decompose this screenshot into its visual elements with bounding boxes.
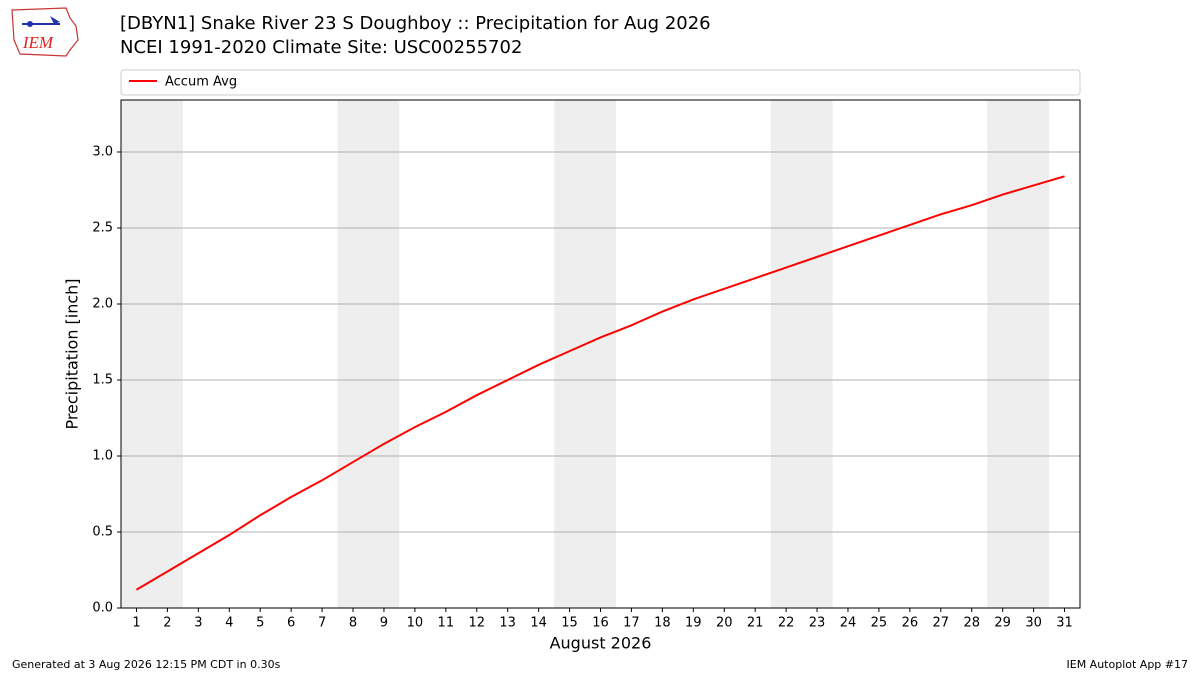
y-tick-label: 3.0 xyxy=(92,144,113,159)
x-tick-label: 9 xyxy=(380,616,388,631)
x-tick-label: 28 xyxy=(963,616,980,631)
logo: IEM xyxy=(11,7,79,57)
legend-box xyxy=(120,69,1081,96)
footer-right: IEM Autoplot App #17 xyxy=(1067,658,1189,671)
x-tick-label: 25 xyxy=(871,616,888,631)
x-tick-label: 15 xyxy=(561,616,578,631)
x-tick-label: 30 xyxy=(1025,616,1042,631)
x-tick-label: 18 xyxy=(654,616,671,631)
y-tick-label: 1.5 xyxy=(92,372,113,387)
x-tick-label: 11 xyxy=(438,616,455,631)
shaded-span xyxy=(337,100,400,608)
y-tick-label: 0.0 xyxy=(92,601,113,616)
x-tick-label: 13 xyxy=(499,616,516,631)
y-axis-label: Precipitation [inch] xyxy=(63,278,82,429)
x-tick-label: 24 xyxy=(840,616,857,631)
x-tick-label: 26 xyxy=(902,616,919,631)
x-tick-label: 10 xyxy=(407,616,424,631)
x-tick-label: 12 xyxy=(468,616,485,631)
logo-text: IEM xyxy=(22,33,54,52)
plot-frame xyxy=(120,99,1081,609)
shaded-span xyxy=(121,100,183,608)
x-tick-label: 8 xyxy=(349,616,357,631)
x-tick-label: 29 xyxy=(994,616,1011,631)
x-tick-label: 21 xyxy=(747,616,764,631)
x-tick-label: 22 xyxy=(778,616,795,631)
y-tick-label: 2.5 xyxy=(92,220,113,235)
chart-title: [DBYN1] Snake River 23 S Doughboy :: Pre… xyxy=(120,13,711,34)
x-tick-label: 31 xyxy=(1056,616,1073,631)
x-tick-label: 2 xyxy=(163,616,171,631)
x-tick-label: 4 xyxy=(225,616,233,631)
data-line xyxy=(135,175,1065,591)
x-tick-label: 7 xyxy=(318,616,326,631)
x-axis-label: August 2026 xyxy=(550,634,652,653)
legend-label: Accum Avg xyxy=(165,75,237,90)
x-tick-label: 19 xyxy=(685,616,702,631)
x-tick-label: 16 xyxy=(592,616,609,631)
x-tick-label: 17 xyxy=(623,616,640,631)
footer-left: Generated at 3 Aug 2026 12:15 PM CDT in … xyxy=(12,658,281,671)
x-tick-label: 6 xyxy=(287,616,295,631)
x-tick-label: 5 xyxy=(256,616,264,631)
y-tick-label: 2.0 xyxy=(92,296,113,311)
x-tick-label: 23 xyxy=(809,616,826,631)
x-tick-label: 1 xyxy=(132,616,140,631)
y-tick-label: 1.0 xyxy=(92,448,113,463)
y-tick-label: 0.5 xyxy=(92,524,113,539)
x-tick-label: 3 xyxy=(194,616,202,631)
chart-subtitle: NCEI 1991-2020 Climate Site: USC00255702 xyxy=(120,37,522,58)
x-tick-label: 20 xyxy=(716,616,733,631)
shaded-span xyxy=(770,100,833,608)
x-tick-label: 27 xyxy=(933,616,950,631)
x-tick-label: 14 xyxy=(530,616,547,631)
